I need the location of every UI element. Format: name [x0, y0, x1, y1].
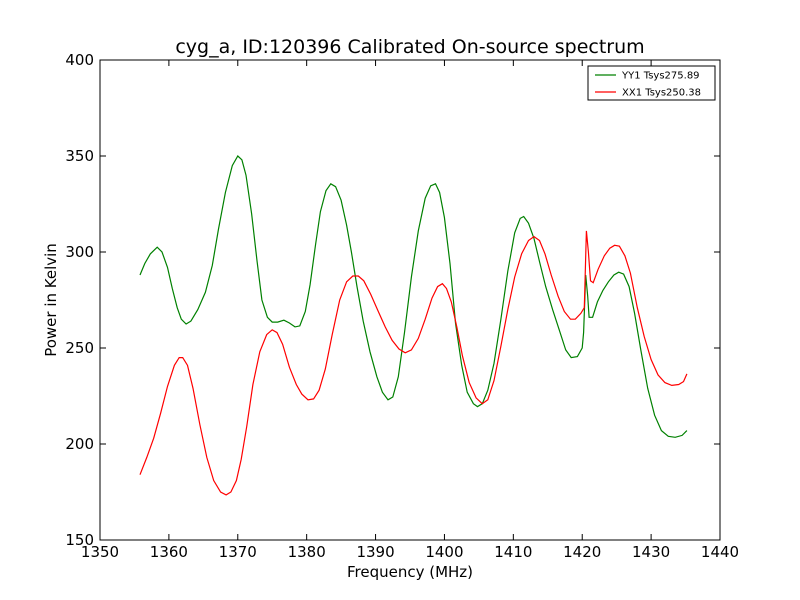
- x-tick-label: 1430: [632, 543, 670, 561]
- x-tick-label: 1410: [494, 543, 532, 561]
- legend: YY1 Tsys275.89 XX1 Tsys250.38: [587, 65, 716, 101]
- x-tick-label: 1400: [425, 543, 463, 561]
- x-tick-label: 1420: [563, 543, 601, 561]
- x-tick-label: 1360: [150, 543, 188, 561]
- x-tick-label: 1370: [219, 543, 257, 561]
- y-axis-title: Power in Kelvin: [42, 243, 60, 357]
- chart-title: cyg_a, ID:120396 Calibrated On-source sp…: [175, 36, 644, 58]
- y-tick-label: 400: [65, 51, 94, 69]
- series-line-2: [139, 230, 688, 496]
- y-tick-label: 300: [65, 243, 94, 261]
- axes-frame: [99, 59, 721, 541]
- legend-label-1: YY1 Tsys275.89: [621, 71, 700, 82]
- plot-area: 1350 1360 1370 1380 1390 1400 1410 1420 1430 1440…: [65, 51, 739, 561]
- y-tick-label: 250: [65, 339, 94, 357]
- legend-box: [587, 65, 716, 101]
- x-axis-title: Frequency (MHz): [347, 563, 473, 581]
- y-tick-label: 350: [65, 147, 94, 165]
- legend-label-2: XX1 Tsys250.38: [622, 88, 701, 99]
- x-tick-label: 1350: [81, 543, 119, 561]
- y-tick-label: 200: [65, 435, 94, 453]
- y-tick-label: 150: [65, 531, 94, 549]
- x-tick-label: 1440: [701, 543, 739, 561]
- series-line-1: [139, 155, 688, 438]
- x-tick-label: 1380: [288, 543, 326, 561]
- x-tick-label: 1390: [356, 543, 394, 561]
